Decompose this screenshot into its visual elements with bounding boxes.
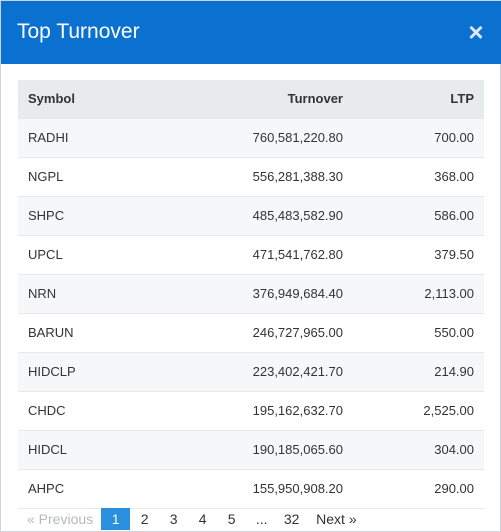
cell-turnover: 195,162,632.70 <box>158 391 353 431</box>
cell-turnover: 471,541,762.80 <box>158 235 353 275</box>
cell-ltp: 550.00 <box>353 313 484 353</box>
cell-turnover: 556,281,388.30 <box>158 157 353 197</box>
pagination-ellipsis: ... <box>255 511 268 527</box>
table-row[interactable]: NGPL 556,281,388.30 368.00 <box>18 157 484 197</box>
cell-ltp: 2,113.00 <box>353 274 484 314</box>
cell-ltp: 700.00 <box>353 118 484 158</box>
cell-turnover: 155,950,908.20 <box>158 469 353 509</box>
column-header-symbol[interactable]: Symbol <box>18 80 158 119</box>
column-header-ltp[interactable]: LTP <box>353 80 484 119</box>
pagination-next-button[interactable]: Next » <box>316 511 357 527</box>
cell-symbol: HIDCL <box>18 430 158 470</box>
cell-symbol: CHDC <box>18 391 158 431</box>
table-row[interactable]: CHDC 195,162,632.70 2,525.00 <box>18 391 484 431</box>
table-row[interactable]: UPCL 471,541,762.80 379.50 <box>18 235 484 275</box>
cell-ltp: 2,525.00 <box>353 391 484 431</box>
cell-turnover: 223,402,421.70 <box>158 352 353 392</box>
pagination-page-5[interactable]: 5 <box>227 511 236 527</box>
cell-symbol: NRN <box>18 274 158 314</box>
table-row[interactable]: NRN 376,949,684.40 2,113.00 <box>18 274 484 314</box>
table-row[interactable]: SHPC 485,483,582.90 586.00 <box>18 196 484 236</box>
cell-ltp: 379.50 <box>353 235 484 275</box>
table-row[interactable]: RADHI 760,581,220.80 700.00 <box>18 118 484 158</box>
cell-turnover: 246,727,965.00 <box>158 313 353 353</box>
cell-turnover: 485,483,582.90 <box>158 196 353 236</box>
pagination-page-1[interactable]: 1 <box>101 508 131 530</box>
cell-symbol: AHPC <box>18 469 158 509</box>
cell-ltp: 214.90 <box>353 352 484 392</box>
turnover-table: Symbol Turnover LTP RADHI 760,581,220.80… <box>18 80 484 509</box>
cell-symbol: UPCL <box>18 235 158 275</box>
cell-symbol: NGPL <box>18 157 158 197</box>
pagination-page-3[interactable]: 3 <box>169 511 178 527</box>
cell-ltp: 368.00 <box>353 157 484 197</box>
modal-title: Top Turnover <box>17 20 140 43</box>
modal-header: Top Turnover × <box>1 1 501 64</box>
pagination-page-4[interactable]: 4 <box>198 511 207 527</box>
pagination-previous-button[interactable]: « Previous <box>27 511 94 527</box>
cell-symbol: BARUN <box>18 313 158 353</box>
pagination-page-2[interactable]: 2 <box>140 511 149 527</box>
cell-symbol: RADHI <box>18 118 158 158</box>
cell-turnover: 190,185,065.60 <box>158 430 353 470</box>
pagination: « Previous 1 2 3 4 5 ... 32 Next » <box>21 507 363 531</box>
cell-ltp: 290.00 <box>353 469 484 509</box>
table-row[interactable]: HIDCL 190,185,065.60 304.00 <box>18 430 484 470</box>
column-header-turnover[interactable]: Turnover <box>158 80 353 119</box>
cell-symbol: HIDCLP <box>18 352 158 392</box>
table-row[interactable]: HIDCLP 223,402,421.70 214.90 <box>18 352 484 392</box>
close-icon[interactable]: × <box>468 17 484 47</box>
cell-turnover: 376,949,684.40 <box>158 274 353 314</box>
cell-ltp: 586.00 <box>353 196 484 236</box>
pagination-page-last[interactable]: 32 <box>283 511 300 527</box>
cell-symbol: SHPC <box>18 196 158 236</box>
cell-turnover: 760,581,220.80 <box>158 118 353 158</box>
table-row[interactable]: BARUN 246,727,965.00 550.00 <box>18 313 484 353</box>
table-row[interactable]: AHPC 155,950,908.20 290.00 <box>18 469 484 509</box>
table-header-row: Symbol Turnover LTP <box>18 80 484 119</box>
cell-ltp: 304.00 <box>353 430 484 470</box>
